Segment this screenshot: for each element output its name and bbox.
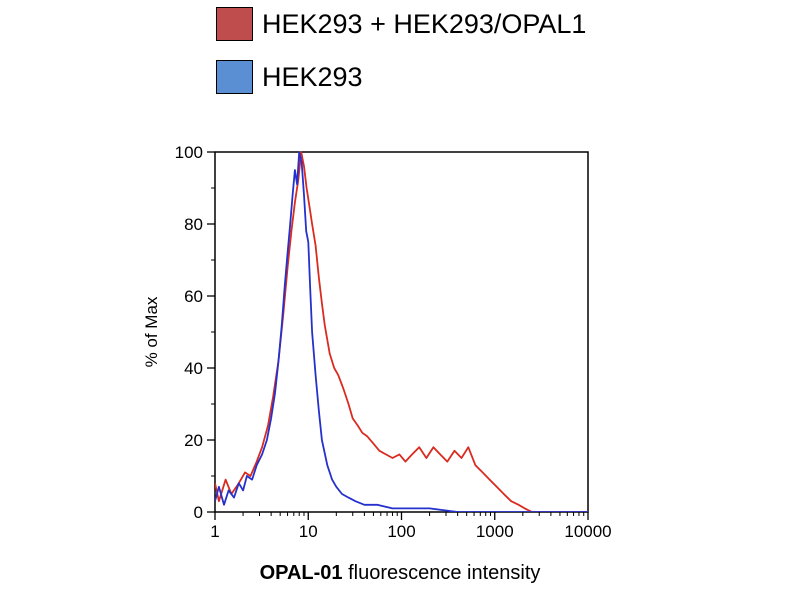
legend-item-red: HEK293 + HEK293/OPAL1 xyxy=(216,6,586,42)
legend-swatch-red xyxy=(216,7,253,41)
curve-blue-hek293 xyxy=(215,151,588,512)
plot-frame xyxy=(214,151,589,513)
legend-label-red: HEK293 + HEK293/OPAL1 xyxy=(262,8,587,39)
legend-label-blue: HEK293 xyxy=(262,61,363,92)
x-tick-label: 1 xyxy=(210,522,219,541)
y-axis-label: % of Max xyxy=(142,296,161,368)
legend: HEK293 + HEK293/OPAL1 HEK293 xyxy=(216,6,586,95)
y-tick-label: 20 xyxy=(184,431,203,450)
y-tick-label: 60 xyxy=(184,287,203,306)
y-tick-label: 80 xyxy=(184,215,203,234)
curve-red-hek293-opal1 xyxy=(215,151,588,512)
x-tick-label: 100 xyxy=(387,522,415,541)
y-tick-label: 0 xyxy=(194,503,203,522)
x-tick-label: 10 xyxy=(299,522,318,541)
x-tick-label: 1000 xyxy=(476,522,514,541)
y-tick-label: 100 xyxy=(175,143,203,162)
x-tick-label: 10000 xyxy=(564,522,611,541)
legend-swatch-blue xyxy=(216,60,253,94)
x-axis-title-bold: OPAL-01 xyxy=(259,562,343,584)
legend-item-blue: HEK293 xyxy=(216,59,586,95)
x-axis-title: OPAL-01 fluorescence intensity xyxy=(260,562,541,585)
x-axis-title-rest: fluorescence intensity xyxy=(342,562,541,584)
y-tick-label: 40 xyxy=(184,359,203,378)
